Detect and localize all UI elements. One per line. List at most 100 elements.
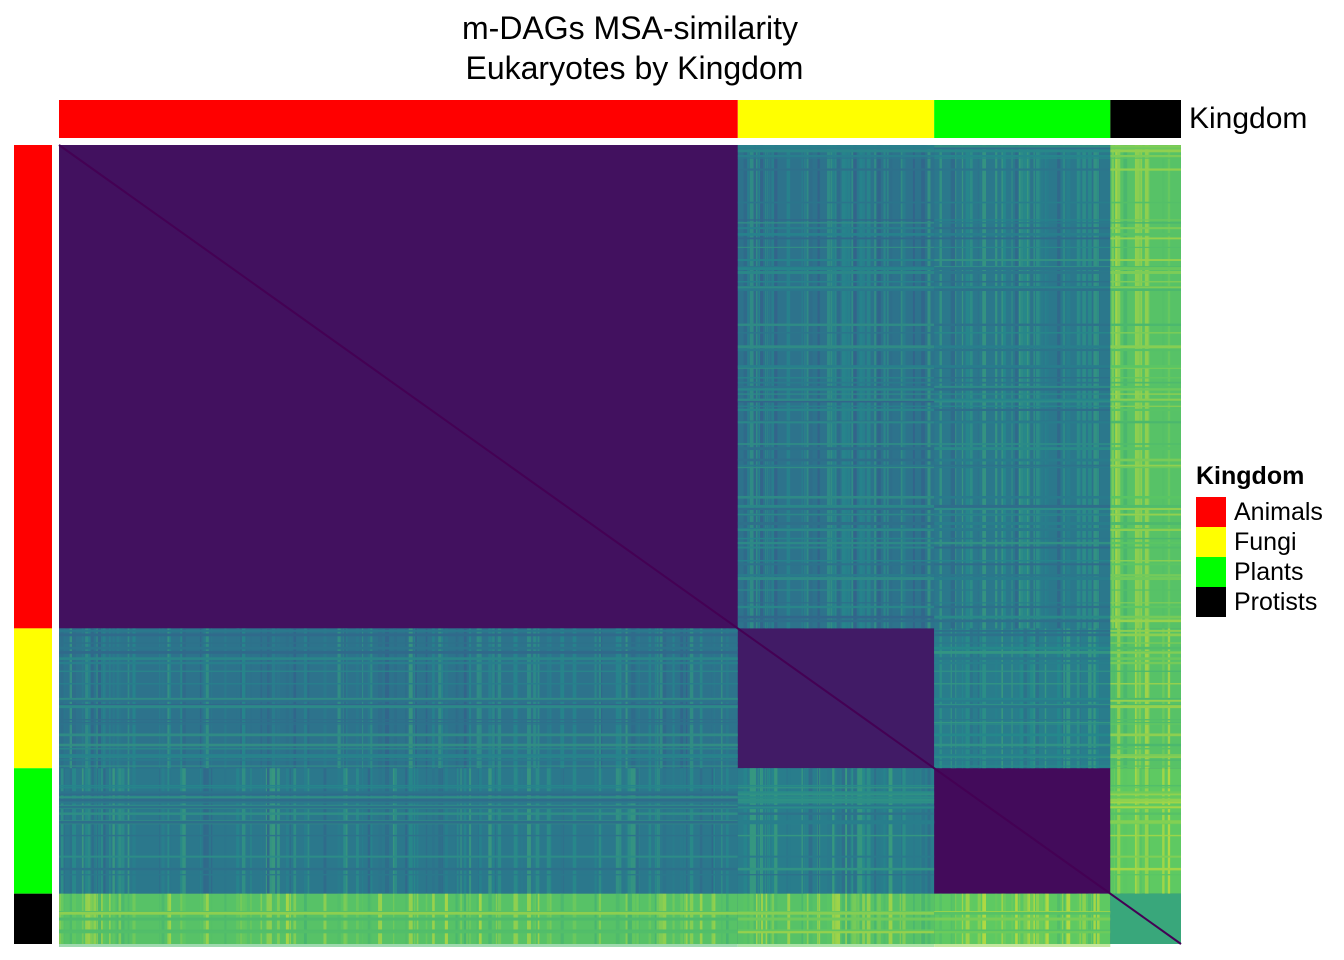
heatmap-row-stripe (934, 747, 1111, 750)
heatmap-row-stripe (737, 447, 935, 451)
heatmap-row-stripe (1110, 796, 1181, 799)
top-annotation-segment-protists (1110, 100, 1181, 138)
heatmap-column-stripe (598, 768, 602, 894)
heatmap-row-stripe (1110, 791, 1181, 794)
similarity-heatmap (58, 144, 1182, 947)
heatmap-row-stripe (1110, 619, 1181, 623)
heatmap-column-stripe (857, 768, 860, 894)
heatmap-row-stripe (1110, 385, 1181, 388)
heatmap-column-stripe (289, 768, 291, 894)
heatmap-column-stripe (476, 768, 479, 894)
heatmap-row-stripe (934, 911, 1111, 915)
heatmap-row-stripe (737, 537, 935, 540)
heatmap-row-stripe (934, 683, 1111, 685)
heatmap-row-stripe (59, 743, 738, 747)
heatmap-row-stripe (59, 943, 738, 947)
heatmap-column-stripe (521, 768, 523, 894)
heatmap-row-stripe (1110, 756, 1181, 758)
heatmap-row-stripe (737, 917, 935, 921)
heatmap-column-stripe (63, 768, 65, 894)
heatmap-column-stripe (921, 768, 925, 894)
heatmap-row-stripe (737, 393, 935, 395)
heatmap-row-stripe (59, 812, 738, 815)
heatmap-column-stripe (224, 768, 227, 894)
legend-swatch-protists (1196, 587, 1226, 617)
heatmap-row-stripe (934, 560, 1111, 562)
heatmap-row-stripe (1110, 804, 1181, 807)
heatmap-row-stripe (1110, 222, 1181, 224)
heatmap-row-stripe (934, 345, 1111, 349)
heatmap-row-stripe (934, 646, 1111, 650)
heatmap-row-stripe (737, 615, 935, 619)
heatmap-row-stripe (934, 537, 1111, 540)
heatmap-row-stripe (737, 157, 935, 159)
heatmap-column-stripe (444, 768, 448, 894)
heatmap-column-stripe (307, 768, 310, 894)
heatmap-row-stripe (1110, 149, 1181, 153)
heatmap-row-stripe (1110, 246, 1181, 248)
heatmap-row-stripe (1110, 615, 1181, 619)
heatmap-row-stripe (1110, 546, 1181, 549)
heatmap-row-stripe (934, 743, 1111, 747)
heatmap-row-stripe (1110, 719, 1181, 721)
heatmap-row-stripe (737, 528, 935, 530)
heatmap-row-stripe (737, 147, 935, 150)
heatmap-column-stripe (432, 768, 435, 894)
annotation-label: Kingdom (1189, 102, 1308, 135)
heatmap-row-stripe (934, 698, 1111, 702)
heatmap-row-stripe (934, 733, 1111, 737)
heatmap-row-stripe (737, 385, 935, 388)
heatmap-column-stripe (479, 768, 482, 894)
heatmap-row-stripe (1110, 504, 1181, 508)
heatmap-row-stripe (1110, 537, 1181, 540)
heatmap-row-stripe (737, 154, 935, 158)
heatmap-column-stripe (844, 768, 847, 894)
heatmap-column-stripe (629, 768, 633, 894)
heatmap-row-stripe (737, 541, 935, 545)
heatmap-row-stripe (934, 589, 1111, 591)
heatmap-column-stripe (771, 768, 775, 894)
legend-item-animals: Animals (1196, 497, 1323, 527)
heatmap-column-stripe (836, 768, 841, 894)
heatmap-row-stripe (737, 377, 935, 379)
heatmap-row-stripe (59, 874, 738, 876)
heatmap-column-stripe (1117, 768, 1121, 894)
heatmap-row-stripe (737, 504, 935, 508)
heatmap-column-stripe (492, 768, 495, 894)
heatmap-column-stripe (689, 768, 694, 894)
heatmap-row-stripe (59, 657, 738, 660)
heatmap-column-stripe (340, 768, 344, 894)
heatmap-row-stripe (737, 911, 935, 915)
heatmap-row-stripe (934, 528, 1111, 531)
heatmap-row-stripe (59, 756, 738, 758)
heatmap-row-stripe (1110, 201, 1181, 204)
heatmap-row-stripe (1110, 259, 1181, 261)
heatmap-row-stripe (1110, 267, 1181, 271)
heatmap-row-stripe (1110, 698, 1181, 702)
heatmap-column-stripe (1113, 768, 1116, 894)
heatmap-row-stripe (934, 267, 1111, 271)
heatmap-row-stripe (934, 464, 1111, 467)
heatmap-row-stripe (934, 233, 1111, 236)
heatmap-row-stripe (59, 642, 738, 644)
heatmap-row-stripe (1110, 874, 1181, 876)
heatmap-row-stripe (737, 605, 935, 609)
chart-title-line-1: m-DAGs MSA-similarity (462, 10, 798, 46)
heatmap-row-stripe (934, 765, 1111, 767)
heatmap-column-stripe (1114, 768, 1119, 894)
heatmap-column-stripe (817, 768, 820, 894)
heatmap-column-stripe (85, 768, 88, 894)
heatmap-row-stripe (737, 798, 935, 802)
heatmap-row-stripe (1110, 563, 1181, 566)
heatmap-row-stripe (934, 642, 1111, 644)
heatmap-column-stripe (69, 768, 73, 894)
heatmap-row-stripe (934, 466, 1111, 469)
heatmap-column-stripe (627, 768, 631, 894)
kingdom-legend: Kingdom Animals Fungi Plants Protists (1196, 462, 1323, 617)
heatmap-column-stripe (277, 768, 280, 894)
heatmap-column-stripe (754, 768, 758, 894)
heatmap-column-stripe (203, 768, 206, 894)
heatmap-column-stripe (266, 768, 270, 894)
heatmap-column-stripe (752, 768, 756, 894)
heatmap-row-stripe (1110, 458, 1181, 462)
